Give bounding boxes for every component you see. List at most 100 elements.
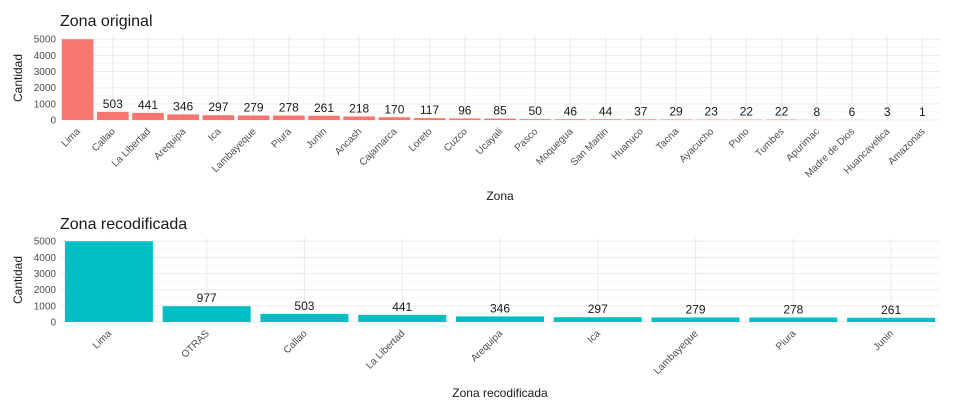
data-label: 297 (208, 100, 228, 114)
data-label: 278 (279, 101, 299, 115)
x-tick-label: Junin (304, 126, 329, 151)
x-tick-label: Lambayeque (652, 328, 701, 377)
bar-la-libertad (132, 112, 164, 120)
x-tick-label: Puno (727, 126, 752, 151)
x-tick-label: Arequipa (469, 328, 505, 364)
y-tick-label: 3000 (34, 67, 57, 78)
data-label: 37 (634, 104, 648, 118)
data-label: 1 (919, 105, 926, 119)
data-label: 977 (197, 291, 217, 305)
data-label: 297 (588, 302, 608, 316)
data-label: 346 (173, 99, 193, 113)
data-label: 23 (705, 105, 719, 119)
bar-junin (847, 317, 936, 322)
bar-junin (308, 115, 340, 120)
y-tick-label: 2000 (34, 83, 57, 94)
bar-callao (96, 111, 129, 120)
x-tick-label: Callao (282, 328, 310, 356)
bar-arequipa (456, 316, 544, 322)
data-label: 96 (458, 103, 472, 117)
y-axis-title: Cantidad (11, 54, 25, 102)
x-tick-label: Ica (586, 328, 604, 346)
y-tick-label: 5000 (34, 237, 57, 248)
bar-loreto (413, 118, 446, 120)
data-label: 50 (529, 104, 543, 118)
x-tick-label: Ayacucho (678, 126, 717, 165)
data-label: 22 (740, 105, 754, 119)
data-label: 22 (775, 105, 789, 119)
bar-ica (553, 317, 642, 322)
bar-cajamarca (378, 117, 411, 120)
data-label: 85 (493, 104, 507, 118)
y-tick-label: 4000 (34, 51, 57, 62)
data-label: 279 (244, 100, 264, 114)
bar-piura (272, 115, 305, 120)
y-tick-label: 1000 (34, 301, 57, 312)
data-label: 278 (783, 303, 803, 317)
x-tick-label: Huanuco (610, 126, 646, 162)
x-tick-label: Ucayali (474, 126, 505, 157)
x-tick-label: Junin (872, 328, 897, 353)
x-tick-label: Lima (60, 126, 83, 149)
x-tick-label: OTRAS (180, 328, 212, 360)
x-tick-label: La Libertad (364, 328, 407, 371)
bar-san-martin (589, 119, 622, 120)
data-label: 46 (564, 104, 578, 118)
y-tick-label: 1000 (34, 99, 57, 110)
x-tick-label: Loreto (407, 126, 435, 154)
data-label: 218 (349, 101, 369, 115)
x-tick-label: Lima (91, 328, 114, 351)
y-axis-title: Cantidad (11, 256, 25, 304)
bar-ica (202, 115, 235, 120)
x-axis-title: Zona recodificada (452, 386, 548, 400)
bar-pasco (519, 119, 552, 120)
x-tick-label: Pasco (513, 126, 541, 154)
x-tick-label: Callao (90, 126, 118, 154)
x-tick-label: Ica (206, 126, 224, 144)
chart-panel-1: 010002000300040005000Lima503Callao441La … (11, 13, 940, 203)
bar-otras (162, 306, 251, 322)
bar-lima (61, 39, 94, 120)
x-tick-label: Piura (774, 328, 799, 353)
bar-lambayeque (237, 115, 270, 120)
x-tick-label: Tumbes (754, 126, 787, 159)
y-tick-label: 0 (50, 318, 56, 329)
chart-title: Zona recodificada (60, 216, 187, 233)
bar-piura (749, 317, 838, 322)
data-label: 346 (490, 301, 510, 315)
x-tick-label: Arequipa (152, 126, 188, 162)
x-axis-title: Zona (486, 189, 514, 203)
data-label: 261 (881, 303, 901, 317)
data-label: 29 (669, 105, 683, 119)
x-tick-label: Piura (270, 126, 295, 151)
chart-title: Zona original (60, 13, 153, 30)
bar-la-libertad (358, 314, 447, 322)
y-tick-label: 3000 (34, 269, 57, 280)
data-label: 503 (294, 299, 314, 313)
data-label: 44 (599, 104, 613, 118)
data-label: 117 (420, 103, 439, 117)
x-tick-label: Amazonas (886, 126, 927, 167)
data-label: 170 (384, 102, 404, 116)
bar-lima (64, 241, 153, 322)
bar-ucayali (484, 118, 516, 120)
data-label: 441 (392, 300, 412, 314)
data-label: 261 (314, 101, 334, 115)
y-tick-label: 5000 (34, 35, 57, 46)
data-label: 8 (813, 105, 820, 119)
x-tick-label: Tacna (654, 126, 681, 153)
y-tick-label: 4000 (34, 253, 57, 264)
y-tick-label: 2000 (34, 285, 57, 296)
data-label: 441 (138, 98, 158, 112)
bar-arequipa (167, 114, 200, 120)
y-tick-label: 0 (50, 116, 56, 127)
chart-panel-2: 0 1000 2000 3000 4000 5000 Lima 977 OTRAS 503 Call… (11, 216, 940, 400)
x-tick-label: Cuzco (442, 126, 470, 154)
bar-lambayeque (651, 317, 740, 322)
data-label: 279 (686, 302, 706, 316)
bar-ancash (343, 116, 376, 120)
bar-moquegua (554, 119, 587, 120)
data-label: 6 (849, 105, 856, 119)
